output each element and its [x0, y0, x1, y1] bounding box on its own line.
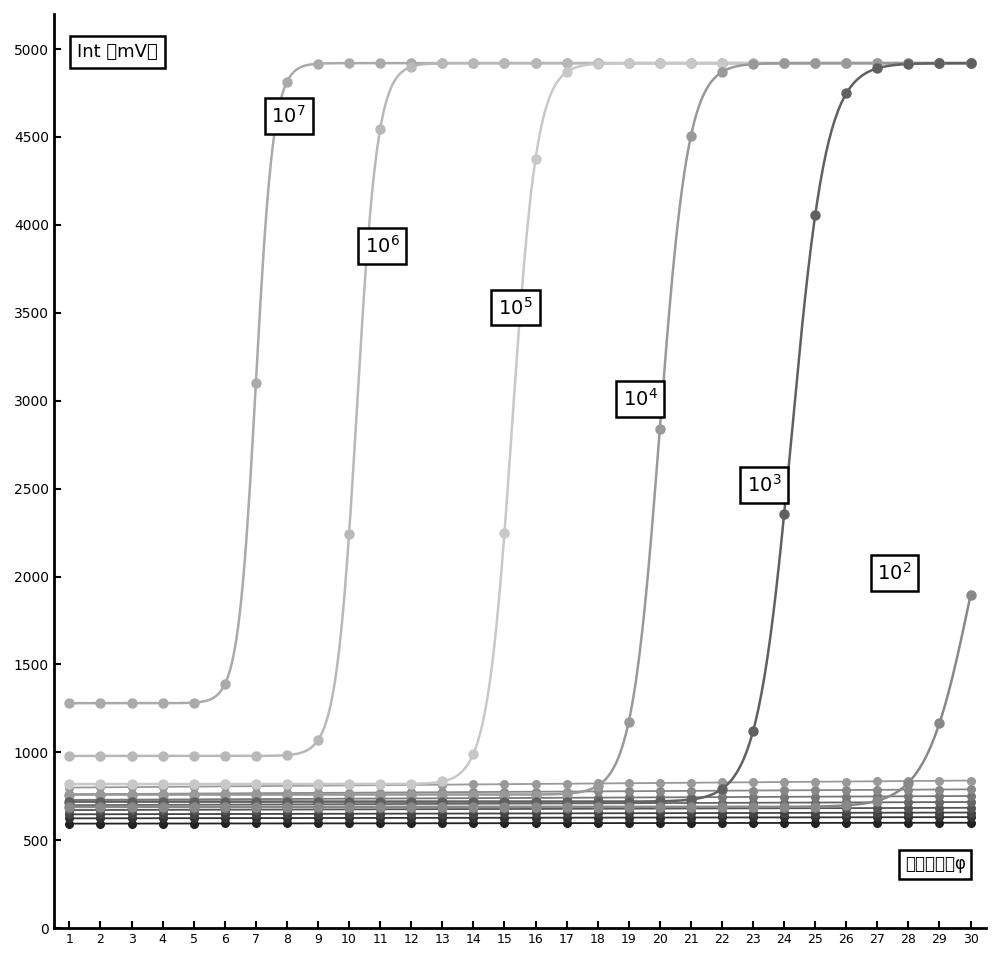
Text: $10^{7}$: $10^{7}$ — [271, 105, 306, 127]
Text: $10^{6}$: $10^{6}$ — [365, 235, 399, 257]
Text: $10^{3}$: $10^{3}$ — [747, 474, 781, 496]
Text: $10^{2}$: $10^{2}$ — [877, 563, 912, 584]
Text: $10^{4}$: $10^{4}$ — [623, 388, 657, 410]
Text: 时间（分）φ: 时间（分）φ — [905, 855, 966, 874]
Text: Int （mV）: Int （mV） — [77, 43, 158, 61]
Text: $10^{5}$: $10^{5}$ — [498, 297, 533, 319]
